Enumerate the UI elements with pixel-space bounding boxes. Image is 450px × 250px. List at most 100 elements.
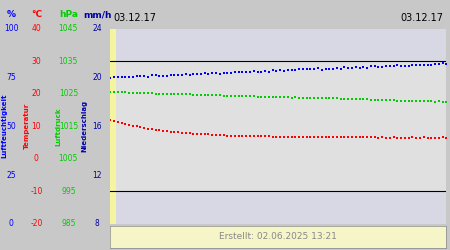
Point — [292, 68, 299, 72]
Point — [345, 97, 352, 101]
Point — [190, 132, 197, 136]
Point — [318, 96, 325, 100]
Point — [216, 133, 223, 137]
Point — [114, 120, 122, 124]
Point — [239, 70, 246, 74]
Point — [273, 95, 280, 99]
Point — [401, 136, 409, 140]
Point — [175, 92, 182, 96]
Point — [386, 98, 393, 102]
Point — [126, 75, 133, 79]
Point — [254, 94, 261, 98]
Point — [382, 98, 390, 102]
Point — [356, 66, 363, 70]
Point — [394, 64, 401, 68]
Text: 20: 20 — [32, 89, 41, 98]
Text: -20: -20 — [30, 219, 43, 228]
Point — [220, 71, 227, 75]
Point — [163, 92, 171, 96]
Point — [269, 68, 276, 72]
Point — [167, 73, 174, 77]
Point — [231, 94, 239, 98]
Bar — [110, 191, 446, 224]
Point — [367, 135, 374, 139]
Point — [178, 92, 185, 96]
Point — [315, 96, 322, 100]
Point — [243, 134, 250, 138]
Point — [141, 74, 148, 78]
Point — [378, 65, 386, 69]
Point — [409, 99, 416, 103]
Point — [420, 99, 427, 103]
Point — [107, 90, 114, 94]
Point — [303, 135, 310, 139]
Point — [250, 134, 257, 138]
Point — [254, 134, 261, 138]
Point — [216, 72, 223, 76]
Point — [243, 94, 250, 98]
Point — [239, 134, 246, 138]
Point — [382, 64, 390, 68]
Point — [144, 91, 152, 95]
Point — [190, 93, 197, 97]
Point — [197, 132, 204, 136]
Point — [409, 136, 416, 140]
Point — [292, 135, 299, 139]
Point — [401, 99, 409, 103]
Point — [382, 136, 390, 140]
Point — [371, 136, 378, 140]
Point — [432, 100, 439, 103]
Point — [201, 93, 208, 97]
Text: 0: 0 — [34, 154, 39, 163]
Point — [333, 96, 341, 100]
Point — [397, 99, 405, 103]
Point — [390, 64, 397, 68]
Point — [110, 90, 117, 94]
Text: Temperatur: Temperatur — [24, 103, 30, 149]
Point — [405, 64, 412, 68]
Point — [405, 136, 412, 140]
Point — [186, 131, 193, 135]
Point — [432, 136, 439, 140]
Point — [228, 134, 235, 138]
Point — [352, 98, 360, 102]
Text: Erstellt: 02.06.2025 13:21: Erstellt: 02.06.2025 13:21 — [220, 232, 337, 241]
Point — [435, 136, 442, 140]
Text: 985: 985 — [61, 219, 76, 228]
Point — [397, 64, 405, 68]
Point — [405, 99, 412, 103]
Point — [318, 68, 325, 71]
Text: -10: -10 — [30, 187, 43, 196]
Point — [194, 92, 201, 96]
Text: 16: 16 — [92, 122, 102, 131]
Point — [216, 93, 223, 97]
Text: %: % — [6, 10, 15, 20]
Point — [137, 125, 144, 129]
Point — [122, 122, 129, 126]
Point — [110, 119, 117, 123]
Point — [160, 92, 167, 96]
Point — [228, 94, 235, 98]
Point — [190, 72, 197, 76]
Point — [182, 72, 189, 76]
Text: mm/h: mm/h — [83, 10, 111, 20]
Point — [386, 136, 393, 140]
Point — [201, 132, 208, 136]
Point — [129, 91, 136, 95]
Bar — [110, 29, 116, 224]
Point — [432, 62, 439, 66]
Bar — [110, 29, 446, 61]
Text: 10: 10 — [32, 122, 41, 131]
Point — [310, 96, 318, 100]
Text: 100: 100 — [4, 24, 18, 33]
Point — [288, 135, 295, 139]
Point — [235, 70, 242, 73]
Point — [371, 98, 378, 102]
Point — [133, 74, 140, 78]
Point — [247, 70, 254, 74]
Point — [360, 135, 367, 139]
Point — [341, 97, 348, 101]
Point — [280, 69, 288, 73]
Point — [186, 92, 193, 96]
Point — [318, 135, 325, 139]
